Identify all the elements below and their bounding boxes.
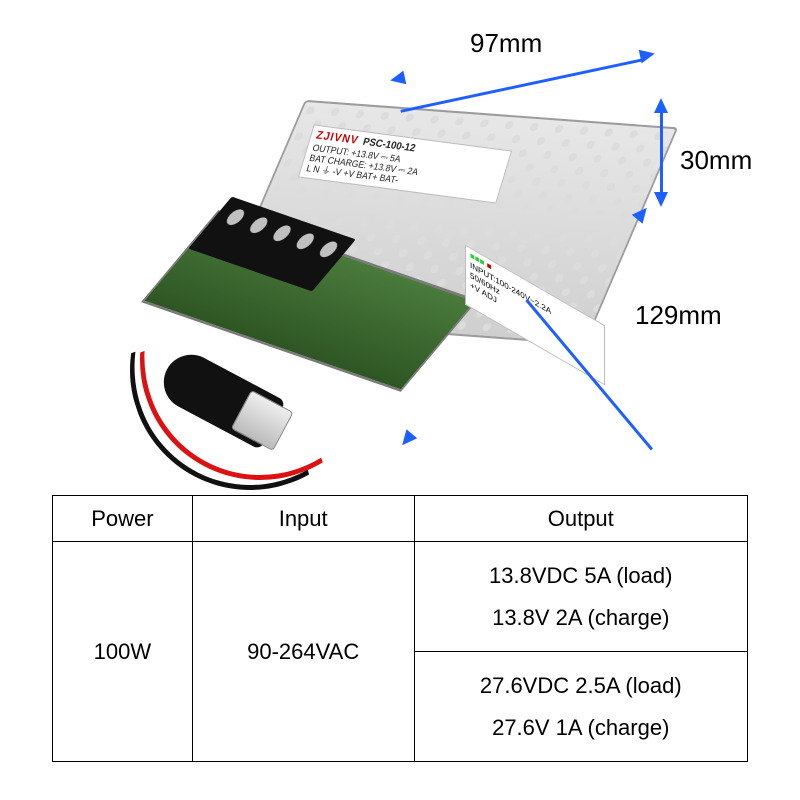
dimension-height-label: 30mm [680,145,752,176]
product-dimension-diagram: ZJIVNV PSC-100-12 OUTPUT: +13.8V ⎓ 5A BA… [0,0,800,490]
cell-power: 100W [53,542,193,762]
arrow-head-icon [654,192,668,207]
arrow-head-icon [389,71,407,88]
table-header-row: Power Input Output [53,496,748,542]
arrow-head-icon [654,98,668,113]
specification-table: Power Input Output 100W 90-264VAC 13.8VD… [52,495,748,762]
arrow-head-icon [639,47,657,64]
dimension-width-arrow [400,58,643,112]
column-header-power: Power [53,496,193,542]
arrow-head-icon [397,429,417,449]
column-header-output: Output [414,496,747,542]
dimension-height-arrow [660,108,663,196]
table-row: 100W 90-264VAC 13.8VDC 5A (load) 13.8V 2… [53,542,748,652]
dimension-depth-label: 129mm [635,300,722,331]
output-charge-2: 27.6V 1A (charge) [415,707,747,749]
cell-output-variant-1: 13.8VDC 5A (load) 13.8V 2A (charge) [414,542,747,652]
dimension-width-label: 97mm [470,28,542,59]
column-header-input: Input [192,496,414,542]
output-charge-1: 13.8V 2A (charge) [415,597,747,639]
output-load-1: 13.8VDC 5A (load) [415,555,747,597]
cell-input: 90-264VAC [192,542,414,762]
cell-output-variant-2: 27.6VDC 2.5A (load) 27.6V 1A (charge) [414,652,747,762]
output-load-2: 27.6VDC 2.5A (load) [415,665,747,707]
